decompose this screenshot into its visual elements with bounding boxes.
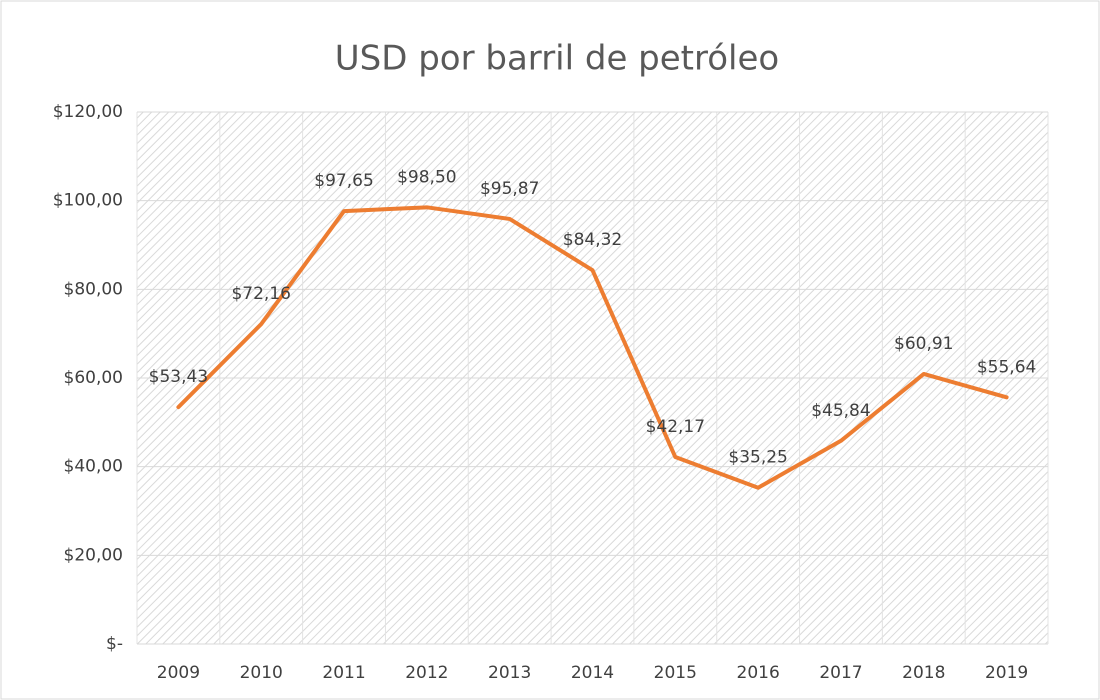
x-tick-label: 2009 xyxy=(157,663,200,683)
data-label: $60,91 xyxy=(894,334,953,354)
data-label: $53,43 xyxy=(149,367,208,387)
x-tick-label: 2015 xyxy=(654,663,697,683)
y-tick-label: $100,00 xyxy=(53,191,123,211)
data-label: $42,17 xyxy=(646,417,705,437)
data-label: $35,25 xyxy=(728,448,787,468)
y-tick-label: $- xyxy=(106,634,123,654)
chart-title: USD por barril de petróleo xyxy=(335,39,779,79)
data-label: $98,50 xyxy=(397,167,456,187)
y-tick-label: $20,00 xyxy=(64,545,123,565)
data-label: $84,32 xyxy=(563,230,622,250)
x-tick-label: 2019 xyxy=(985,663,1028,683)
x-tick-label: 2016 xyxy=(737,663,780,683)
data-label: $97,65 xyxy=(314,171,373,191)
y-tick-label: $40,00 xyxy=(64,457,123,477)
x-tick-label: 2012 xyxy=(405,663,448,683)
data-label: $55,64 xyxy=(977,357,1036,377)
data-line xyxy=(176,205,1009,490)
x-tick-label: 2018 xyxy=(902,663,945,683)
y-tick-label: $80,00 xyxy=(64,279,123,299)
x-tick-label: 2010 xyxy=(240,663,283,683)
data-label: $95,87 xyxy=(480,179,539,199)
x-tick-label: 2017 xyxy=(819,663,862,683)
data-label: $45,84 xyxy=(811,401,870,421)
x-tick-label: 2011 xyxy=(322,663,365,683)
y-tick-label: $120,00 xyxy=(53,102,123,122)
x-tick-label: 2014 xyxy=(571,663,614,683)
data-label: $72,16 xyxy=(231,284,290,304)
x-tick-label: 2013 xyxy=(488,663,531,683)
y-tick-label: $60,00 xyxy=(64,368,123,388)
